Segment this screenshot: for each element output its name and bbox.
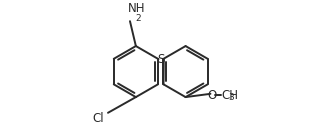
Text: NH: NH — [128, 2, 146, 15]
Text: O: O — [208, 89, 217, 102]
Text: CH: CH — [222, 89, 239, 102]
Text: Cl: Cl — [92, 112, 104, 125]
Text: 3: 3 — [229, 93, 234, 102]
Text: 2: 2 — [135, 14, 141, 23]
Text: S: S — [157, 53, 165, 66]
